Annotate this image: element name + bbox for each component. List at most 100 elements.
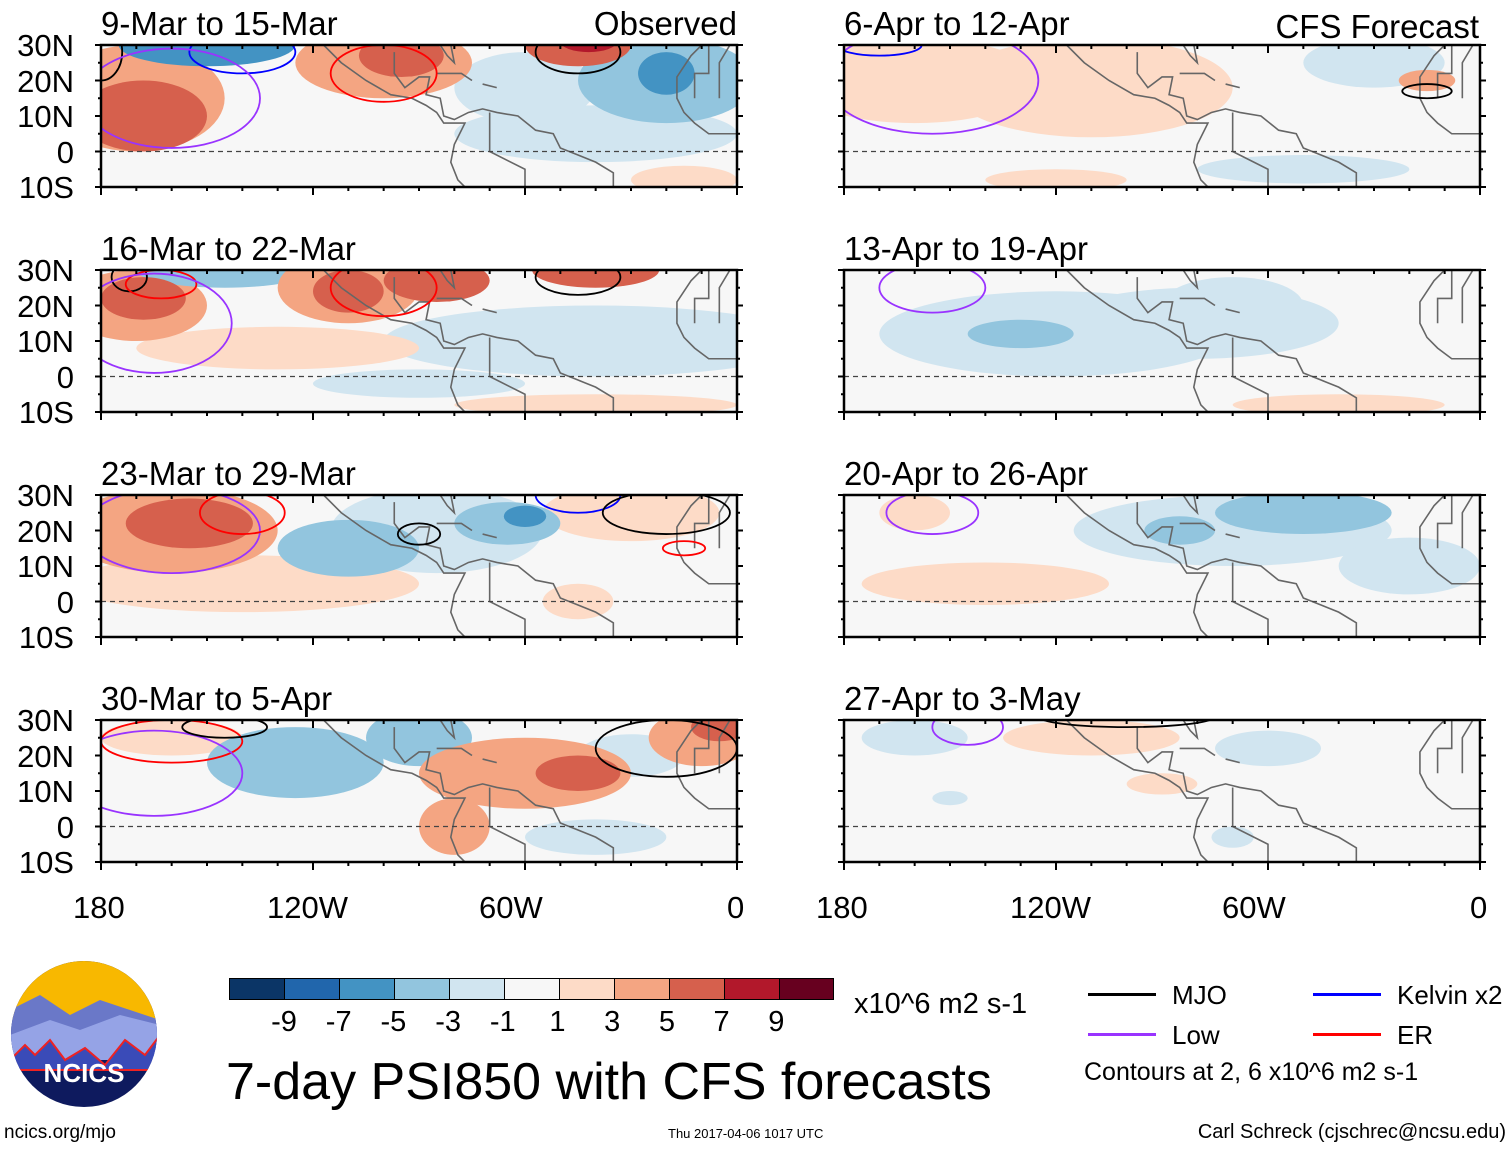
wave-contour [181, 720, 268, 739]
lat-tick-label: 30N [17, 478, 74, 513]
anomaly-region [525, 45, 631, 67]
coastline [1225, 758, 1240, 764]
coastline [436, 747, 473, 757]
lon-tick-label: 60W [479, 890, 543, 925]
map-panel [95, 43, 743, 195]
site-url[interactable]: ncics.org/mjo [4, 1122, 116, 1143]
lat-tick-label: 30N [17, 703, 74, 738]
ncics-logo: NCICS [11, 961, 157, 1107]
lat-tick-label: 0 [56, 809, 74, 845]
wave-contour [534, 270, 622, 296]
colorbar-tick-label: 9 [768, 1006, 785, 1038]
forecast-label: CFS Forecast [1275, 8, 1479, 45]
coastline [1162, 45, 1199, 66]
coastline [1419, 45, 1480, 135]
map-panel [95, 718, 743, 870]
anomaly-region [207, 727, 384, 799]
svg-text:NCICS: NCICS [44, 1058, 125, 1088]
coastline [1231, 562, 1269, 637]
lat-tick-label: 10N [17, 99, 74, 134]
lat-tick-label: 0 [56, 359, 74, 395]
anomaly-region [1144, 516, 1215, 545]
anomaly-region [454, 52, 596, 124]
anomaly-region [967, 319, 1074, 349]
anomaly-region [542, 495, 720, 542]
wave-contour [601, 495, 731, 535]
coastline [676, 270, 737, 360]
anomaly-region [101, 80, 207, 152]
coastline [488, 337, 526, 412]
anomaly-region [950, 45, 1233, 138]
coastline [676, 720, 737, 810]
map-panel [95, 493, 743, 645]
anomaly-region [535, 755, 621, 791]
lat-tick-label: 20N [17, 513, 74, 549]
coastline [1179, 522, 1216, 532]
coastline [1225, 308, 1240, 314]
coastline [419, 720, 456, 741]
colorbar-tick-label: -7 [325, 1006, 352, 1038]
figure-title: 7-day PSI850 with CFS forecasts [226, 1053, 992, 1111]
coastline [393, 727, 615, 862]
coastline [718, 495, 731, 549]
lon-tick-label: 120W [267, 890, 348, 925]
wave-contour [124, 270, 198, 300]
author: Carl Schreck (cjschrec@ncsu.edu) [1197, 1121, 1506, 1143]
coastline [1066, 45, 1210, 187]
coastline [1179, 747, 1216, 757]
observed-label: Observed [593, 5, 737, 42]
lat-tick-label: 20N [17, 738, 74, 774]
anomaly-region [561, 45, 616, 53]
legend-line [1313, 1033, 1381, 1036]
lat-tick-label: 10S [18, 170, 74, 205]
coastline [1461, 720, 1474, 774]
anomaly-region [691, 720, 737, 742]
colorbar-swatch [724, 978, 780, 1000]
anomaly-region [313, 270, 384, 313]
wave-contour [396, 522, 442, 546]
colorbar-tick-label: -9 [271, 1006, 297, 1038]
anomaly-region [532, 270, 660, 288]
lat-tick-label: 0 [56, 134, 74, 170]
lon-tick-label: 60W [1222, 890, 1286, 925]
wave-contour [101, 495, 261, 574]
coastline [393, 52, 615, 187]
coastline [1461, 495, 1474, 549]
anomaly-region [985, 169, 1127, 187]
anomaly-region [1338, 537, 1480, 595]
coastline [1162, 495, 1199, 516]
anomaly-region [1162, 277, 1304, 334]
wave-contour [844, 45, 923, 57]
anomaly-region [932, 791, 968, 806]
coastline [1066, 495, 1210, 637]
lat-tick-label: 10N [17, 324, 74, 359]
anomaly-region [1215, 495, 1392, 535]
coastline [1231, 337, 1269, 412]
coastline [1419, 720, 1480, 810]
coastline [1162, 720, 1199, 741]
anomaly-region [1215, 730, 1321, 767]
coastline [693, 270, 710, 324]
legend-label: MJO [1172, 980, 1227, 1010]
coastline [1231, 787, 1269, 862]
colorbar-tick-label: -5 [380, 1006, 407, 1038]
lat-tick-label: 10S [18, 620, 74, 655]
wave-contour [101, 729, 244, 817]
anomaly-region [1126, 773, 1198, 795]
coastline [693, 720, 710, 774]
coastline [482, 83, 497, 89]
anomaly-region [1197, 155, 1410, 184]
coastline [718, 45, 731, 99]
anomaly-region [383, 305, 737, 377]
anomaly-region [879, 495, 950, 531]
wave-contour [661, 540, 707, 557]
wave-contour [101, 272, 233, 374]
coastline [1436, 45, 1453, 99]
colorbar-swatch [394, 978, 450, 1000]
lon-tick-label: 120W [1010, 890, 1091, 925]
wave-contour [199, 495, 286, 535]
anomaly-region [1211, 826, 1254, 848]
coastline [393, 277, 615, 412]
panel-title: 27-Apr to 3-May [844, 680, 1081, 717]
panel-title: 23-Mar to 29-Mar [101, 455, 356, 492]
